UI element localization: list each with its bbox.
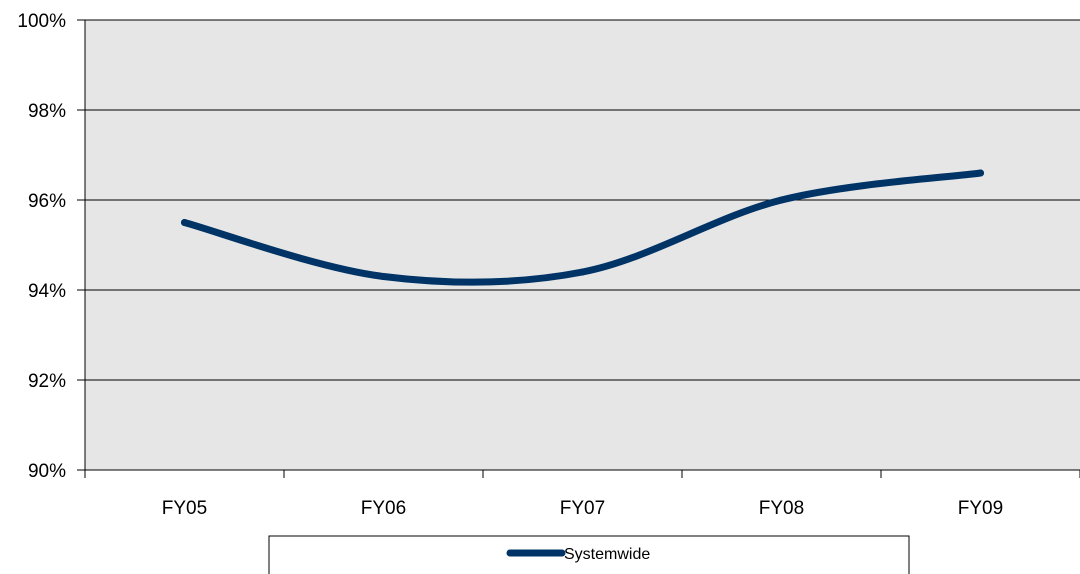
x-tick-label: FY08 — [759, 498, 804, 519]
legend-box — [268, 535, 910, 574]
data-point — [977, 169, 984, 177]
plot-area — [85, 20, 1080, 470]
data-point — [380, 273, 387, 280]
axes — [84, 20, 1080, 471]
x-tick-label: FY07 — [560, 498, 605, 519]
gridlines — [85, 19, 1080, 381]
x-tick-label: FY06 — [361, 498, 406, 519]
y-tick-label: 92% — [28, 371, 66, 392]
y-tick-label: 94% — [28, 281, 66, 302]
x-axis-ticks: FY05 FY06 FY07 FY08 FY09 — [84, 470, 1080, 519]
legend-label: Systemwide — [564, 546, 650, 563]
data-point — [778, 196, 785, 204]
data-point — [579, 268, 586, 276]
y-tick-label: 96% — [28, 191, 66, 212]
y-tick-label: 100% — [17, 11, 66, 32]
series-group — [181, 169, 984, 286]
y-tick-label: 90% — [28, 461, 66, 482]
data-point — [181, 219, 188, 226]
y-axis-ticks: 90% 92% 94% 96% 98% 100% — [17, 11, 85, 482]
y-tick-label: 98% — [28, 101, 66, 122]
x-tick-label: FY05 — [162, 498, 207, 519]
legend: Systemwide — [268, 535, 910, 574]
x-tick-label: FY09 — [958, 498, 1003, 519]
